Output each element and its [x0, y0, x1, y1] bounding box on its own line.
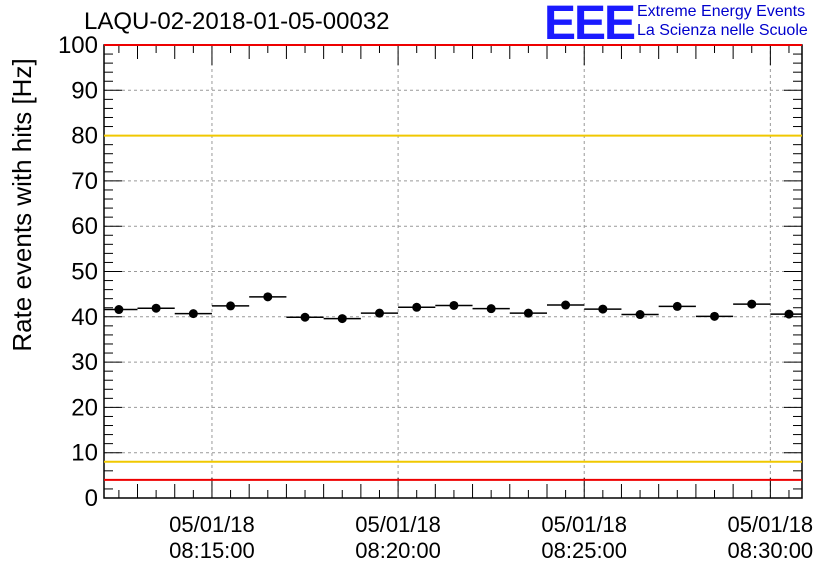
data-point: [784, 309, 794, 319]
y-tick-label: 10: [71, 440, 98, 467]
x-tick-label-date: 05/01/18: [355, 512, 441, 537]
logo-text: Extreme Energy Events La Scienza nelle S…: [637, 2, 808, 40]
x-tick-label-date: 05/01/18: [169, 512, 255, 537]
y-tick-label: 50: [71, 259, 98, 286]
data-point: [635, 310, 645, 320]
eee-logo: EEE: [544, 0, 636, 50]
chart-title: LAQU-02-2018-01-05-00032: [84, 8, 390, 35]
data-point: [114, 305, 124, 315]
y-axis-label: Rate events with hits [Hz]: [7, 58, 37, 352]
x-tick-label-date: 05/01/18: [541, 512, 627, 537]
data-point: [710, 311, 720, 321]
x-tick-label-time: 08:20:00: [355, 538, 441, 563]
logo-line1: Extreme Energy Events: [637, 3, 806, 20]
x-tick-label-date: 05/01/18: [728, 512, 814, 537]
data-point: [672, 301, 682, 311]
data-point: [523, 308, 533, 318]
data-point: [561, 300, 571, 310]
data-point: [263, 292, 273, 302]
y-tick-label: 40: [71, 304, 98, 331]
data-point: [486, 304, 496, 314]
data-point: [337, 314, 347, 324]
logo-line2: La Scienza nelle Scuole: [637, 22, 808, 39]
y-tick-label: 0: [85, 485, 98, 512]
y-tick-label: 60: [71, 213, 98, 240]
data-point: [449, 300, 459, 310]
data-point: [374, 308, 384, 318]
y-tick-label: 100: [58, 32, 98, 59]
data-point: [412, 302, 422, 312]
data-point: [151, 303, 161, 313]
y-tick-label: 30: [71, 349, 98, 376]
data-point: [226, 301, 236, 311]
x-tick-label-time: 08:15:00: [169, 538, 255, 563]
y-tick-label: 90: [71, 77, 98, 104]
x-tick-label-time: 08:25:00: [541, 538, 627, 563]
data-point: [188, 309, 198, 319]
data-point: [300, 312, 310, 322]
x-tick-label-time: 08:30:00: [728, 538, 814, 563]
y-tick-label: 20: [71, 394, 98, 421]
data-point: [598, 304, 608, 314]
data-point: [747, 299, 757, 309]
y-tick-label: 70: [71, 168, 98, 195]
y-tick-label: 80: [71, 123, 98, 150]
